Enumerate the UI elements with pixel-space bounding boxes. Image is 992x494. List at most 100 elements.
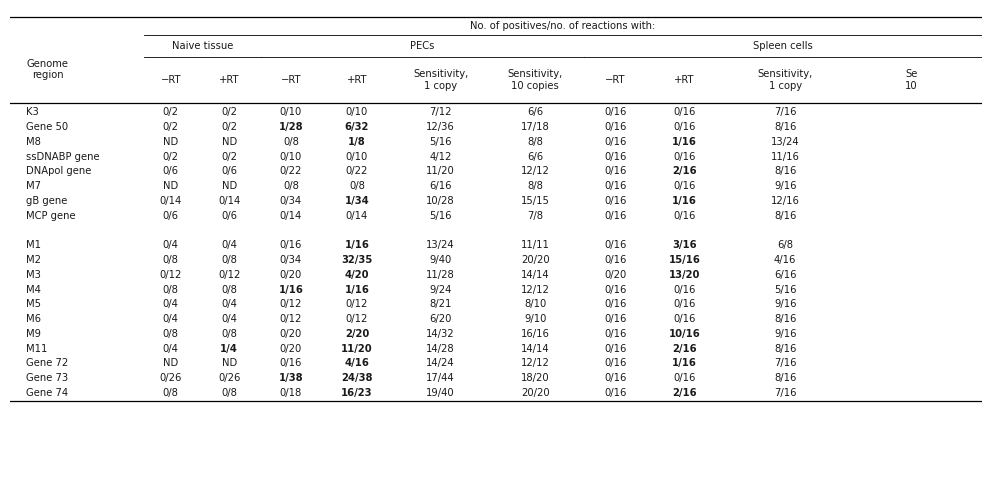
Text: 20/20: 20/20 xyxy=(521,255,550,265)
Text: ND: ND xyxy=(164,137,179,147)
Text: 0/12: 0/12 xyxy=(346,314,368,324)
Text: 14/24: 14/24 xyxy=(427,359,455,369)
Text: 0/16: 0/16 xyxy=(674,211,695,221)
Text: M7: M7 xyxy=(27,181,42,191)
Text: 9/16: 9/16 xyxy=(774,329,797,339)
Text: PECs: PECs xyxy=(411,41,434,51)
Text: 0/12: 0/12 xyxy=(218,270,240,280)
Text: 20/20: 20/20 xyxy=(521,388,550,398)
Text: 0/20: 0/20 xyxy=(280,270,302,280)
Text: 0/6: 0/6 xyxy=(163,211,179,221)
Text: 1/16: 1/16 xyxy=(344,240,369,250)
Text: 13/24: 13/24 xyxy=(427,240,455,250)
Text: −RT: −RT xyxy=(605,75,626,85)
Text: 0/16: 0/16 xyxy=(280,240,302,250)
Text: 8/21: 8/21 xyxy=(430,299,451,309)
Text: 0/26: 0/26 xyxy=(160,373,182,383)
Text: 6/6: 6/6 xyxy=(528,152,544,162)
Text: 4/20: 4/20 xyxy=(345,270,369,280)
Text: 9/24: 9/24 xyxy=(430,285,451,294)
Text: 0/2: 0/2 xyxy=(221,122,237,132)
Text: 0/4: 0/4 xyxy=(163,299,179,309)
Text: 0/22: 0/22 xyxy=(280,166,302,176)
Text: M9: M9 xyxy=(27,329,42,339)
Text: 32/35: 32/35 xyxy=(341,255,373,265)
Text: 0/12: 0/12 xyxy=(346,299,368,309)
Text: 14/14: 14/14 xyxy=(521,344,550,354)
Text: 0/20: 0/20 xyxy=(280,329,302,339)
Text: 14/32: 14/32 xyxy=(427,329,455,339)
Text: Spleen cells: Spleen cells xyxy=(753,41,813,51)
Text: ND: ND xyxy=(164,359,179,369)
Text: No. of positives/no. of reactions with:: No. of positives/no. of reactions with: xyxy=(470,21,656,31)
Text: 2/16: 2/16 xyxy=(673,388,697,398)
Text: 0/8: 0/8 xyxy=(283,137,299,147)
Text: 0/4: 0/4 xyxy=(221,240,237,250)
Text: 17/44: 17/44 xyxy=(427,373,455,383)
Text: 0/12: 0/12 xyxy=(160,270,182,280)
Text: 2/16: 2/16 xyxy=(673,166,697,176)
Text: M3: M3 xyxy=(27,270,42,280)
Text: 0/14: 0/14 xyxy=(218,196,240,206)
Text: 0/4: 0/4 xyxy=(163,314,179,324)
Text: 0/6: 0/6 xyxy=(221,211,237,221)
Text: 0/16: 0/16 xyxy=(604,255,627,265)
Text: 0/14: 0/14 xyxy=(280,211,302,221)
Text: 0/16: 0/16 xyxy=(674,285,695,294)
Text: Gene 73: Gene 73 xyxy=(27,373,68,383)
Text: 0/16: 0/16 xyxy=(280,359,302,369)
Text: ND: ND xyxy=(221,359,237,369)
Text: 15/16: 15/16 xyxy=(669,255,700,265)
Text: 9/16: 9/16 xyxy=(774,299,797,309)
Text: 6/16: 6/16 xyxy=(774,270,797,280)
Text: 0/4: 0/4 xyxy=(163,344,179,354)
Text: 0/8: 0/8 xyxy=(221,255,237,265)
Text: 0/16: 0/16 xyxy=(604,388,627,398)
Text: 16/23: 16/23 xyxy=(341,388,373,398)
Text: Sensitivity,
10 copies: Sensitivity, 10 copies xyxy=(508,69,563,91)
Text: 1/16: 1/16 xyxy=(673,196,697,206)
Text: 1/16: 1/16 xyxy=(279,285,304,294)
Text: 0/10: 0/10 xyxy=(346,152,368,162)
Text: 11/20: 11/20 xyxy=(341,344,373,354)
Text: 0/16: 0/16 xyxy=(674,314,695,324)
Text: 0/16: 0/16 xyxy=(604,299,627,309)
Text: 18/20: 18/20 xyxy=(521,373,550,383)
Text: Sensitivity,
1 copy: Sensitivity, 1 copy xyxy=(758,69,812,91)
Text: M11: M11 xyxy=(27,344,48,354)
Text: 7/16: 7/16 xyxy=(774,359,797,369)
Text: 6/32: 6/32 xyxy=(345,122,369,132)
Text: 4/16: 4/16 xyxy=(344,359,369,369)
Text: 3/16: 3/16 xyxy=(673,240,697,250)
Text: 0/2: 0/2 xyxy=(163,152,179,162)
Text: 0/16: 0/16 xyxy=(604,373,627,383)
Text: 0/14: 0/14 xyxy=(346,211,368,221)
Text: 1/8: 1/8 xyxy=(348,137,366,147)
Text: 0/16: 0/16 xyxy=(604,152,627,162)
Text: 0/16: 0/16 xyxy=(604,122,627,132)
Text: 12/12: 12/12 xyxy=(521,166,550,176)
Text: M1: M1 xyxy=(27,240,42,250)
Text: 0/2: 0/2 xyxy=(163,107,179,118)
Text: 12/36: 12/36 xyxy=(427,122,455,132)
Text: 1/34: 1/34 xyxy=(344,196,369,206)
Text: 10/28: 10/28 xyxy=(427,196,455,206)
Text: +RT: +RT xyxy=(675,75,694,85)
Text: M8: M8 xyxy=(27,137,42,147)
Text: ssDNABP gene: ssDNABP gene xyxy=(27,152,100,162)
Text: 0/10: 0/10 xyxy=(280,152,302,162)
Text: 0/8: 0/8 xyxy=(163,285,179,294)
Text: 0/16: 0/16 xyxy=(674,122,695,132)
Text: 0/16: 0/16 xyxy=(604,314,627,324)
Text: 19/40: 19/40 xyxy=(427,388,455,398)
Text: 0/18: 0/18 xyxy=(280,388,302,398)
Text: 11/16: 11/16 xyxy=(771,152,800,162)
Text: 0/6: 0/6 xyxy=(163,166,179,176)
Text: 0/16: 0/16 xyxy=(674,181,695,191)
Text: 7/16: 7/16 xyxy=(774,107,797,118)
Text: 4/12: 4/12 xyxy=(430,152,451,162)
Text: 0/16: 0/16 xyxy=(604,166,627,176)
Text: Genome
region: Genome region xyxy=(27,58,68,80)
Text: 0/16: 0/16 xyxy=(674,107,695,118)
Text: 0/16: 0/16 xyxy=(604,359,627,369)
